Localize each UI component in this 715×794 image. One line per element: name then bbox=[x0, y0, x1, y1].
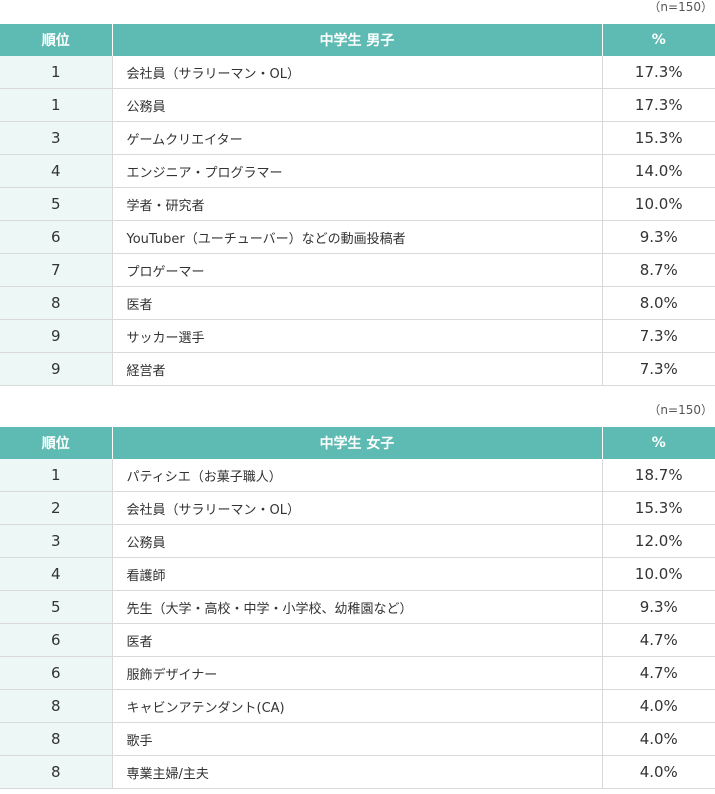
table-header-row: 順位 中学生 男子 % bbox=[0, 24, 715, 56]
rank-cell: 1 bbox=[0, 88, 113, 122]
percent-cell: 15.3% bbox=[602, 121, 715, 155]
job-cell: サッカー選手 bbox=[112, 319, 603, 353]
boys-table-body: 1 会社員（サラリーマン・OL） 17.3% 1 公務員 17.3% 3 ゲームクリエイター 1… bbox=[0, 56, 715, 386]
job-cell: 専業主婦/主夫 bbox=[112, 755, 603, 789]
rank-cell: 4 bbox=[0, 154, 113, 188]
job-cell: 服飾デザイナー bbox=[112, 656, 603, 690]
table-header-row: 順位 中学生 女子 % bbox=[0, 427, 715, 459]
rank-cell: 6 bbox=[0, 623, 113, 657]
table-row: 8 専業主婦/主夫 4.0% bbox=[0, 755, 715, 789]
group-column-header: 中学生 男子 bbox=[112, 24, 603, 56]
rank-column-header: 順位 bbox=[0, 24, 113, 56]
girls-ranking-table: 順位 中学生 女子 % 1 パティシエ（お菓子職人） 18.7% 2 会社員（サラリーマ… bbox=[0, 427, 715, 789]
sample-size-note: （n=150） bbox=[648, 0, 713, 14]
table-row: 4 エンジニア・プログラマー 14.0% bbox=[0, 154, 715, 188]
table-row: 1 会社員（サラリーマン・OL） 17.3% bbox=[0, 56, 715, 89]
percent-cell: 14.0% bbox=[602, 154, 715, 188]
boys-ranking-section: （n=150） 順位 中学生 男子 % 1 会社員（サラリーマン・OL） 17.3%… bbox=[0, 0, 715, 386]
job-cell: 会社員（サラリーマン・OL） bbox=[112, 491, 603, 525]
rank-cell: 8 bbox=[0, 689, 113, 723]
job-cell: 経営者 bbox=[112, 352, 603, 386]
job-cell: 先生（大学・高校・中学・小学校、幼稚園など） bbox=[112, 590, 603, 624]
percent-cell: 10.0% bbox=[602, 187, 715, 221]
percent-cell: 10.0% bbox=[602, 557, 715, 591]
job-cell: 公務員 bbox=[112, 88, 603, 122]
table-row: 6 服飾デザイナー 4.7% bbox=[0, 656, 715, 690]
table-row: 6 医者 4.7% bbox=[0, 623, 715, 657]
percent-cell: 4.0% bbox=[602, 722, 715, 756]
percent-cell: 4.0% bbox=[602, 689, 715, 723]
job-cell: YouTuber（ユーチューバー）などの動画投稿者 bbox=[112, 220, 603, 254]
table-row: 5 学者・研究者 10.0% bbox=[0, 187, 715, 221]
rank-cell: 2 bbox=[0, 491, 113, 525]
percent-cell: 7.3% bbox=[602, 319, 715, 353]
job-cell: 歌手 bbox=[112, 722, 603, 756]
percent-cell: 8.0% bbox=[602, 286, 715, 320]
table-row: 7 プロゲーマー 8.7% bbox=[0, 253, 715, 287]
job-cell: エンジニア・プログラマー bbox=[112, 154, 603, 188]
rank-cell: 9 bbox=[0, 352, 113, 386]
rank-cell: 5 bbox=[0, 590, 113, 624]
rank-cell: 7 bbox=[0, 253, 113, 287]
girls-table-body: 1 パティシエ（お菓子職人） 18.7% 2 会社員（サラリーマン・OL） 15.3% 3 公… bbox=[0, 459, 715, 789]
rank-cell: 8 bbox=[0, 755, 113, 789]
percent-column-header: % bbox=[602, 427, 715, 459]
percent-cell: 12.0% bbox=[602, 524, 715, 558]
table-row: 8 歌手 4.0% bbox=[0, 722, 715, 756]
percent-cell: 18.7% bbox=[602, 459, 715, 492]
table-row: 8 キャビンアテンダント(CA) 4.0% bbox=[0, 689, 715, 723]
job-cell: 医者 bbox=[112, 286, 603, 320]
percent-column-header: % bbox=[602, 24, 715, 56]
job-cell: キャビンアテンダント(CA) bbox=[112, 689, 603, 723]
job-cell: 学者・研究者 bbox=[112, 187, 603, 221]
rank-cell: 9 bbox=[0, 319, 113, 353]
rank-cell: 5 bbox=[0, 187, 113, 221]
percent-cell: 9.3% bbox=[602, 220, 715, 254]
rank-cell: 6 bbox=[0, 656, 113, 690]
job-cell: プロゲーマー bbox=[112, 253, 603, 287]
girls-ranking-section: （n=150） 順位 中学生 女子 % 1 パティシエ（お菓子職人） 18.7% 2 会… bbox=[0, 403, 715, 789]
rank-column-header: 順位 bbox=[0, 427, 113, 459]
table-row: 4 看護師 10.0% bbox=[0, 557, 715, 591]
job-cell: 会社員（サラリーマン・OL） bbox=[112, 56, 603, 89]
sample-size-note: （n=150） bbox=[648, 403, 713, 417]
percent-cell: 15.3% bbox=[602, 491, 715, 525]
rank-cell: 3 bbox=[0, 121, 113, 155]
job-cell: 看護師 bbox=[112, 557, 603, 591]
percent-cell: 8.7% bbox=[602, 253, 715, 287]
percent-cell: 4.7% bbox=[602, 656, 715, 690]
percent-cell: 17.3% bbox=[602, 56, 715, 89]
table-row: 3 ゲームクリエイター 15.3% bbox=[0, 121, 715, 155]
table-row: 3 公務員 12.0% bbox=[0, 524, 715, 558]
table-row: 9 サッカー選手 7.3% bbox=[0, 319, 715, 353]
table-row: 2 会社員（サラリーマン・OL） 15.3% bbox=[0, 491, 715, 525]
table-row: 1 公務員 17.3% bbox=[0, 88, 715, 122]
rank-cell: 6 bbox=[0, 220, 113, 254]
percent-cell: 4.7% bbox=[602, 623, 715, 657]
rank-cell: 3 bbox=[0, 524, 113, 558]
table-row: 9 経営者 7.3% bbox=[0, 352, 715, 386]
rank-cell: 4 bbox=[0, 557, 113, 591]
job-cell: 医者 bbox=[112, 623, 603, 657]
table-row: 5 先生（大学・高校・中学・小学校、幼稚園など） 9.3% bbox=[0, 590, 715, 624]
group-column-header: 中学生 女子 bbox=[112, 427, 603, 459]
job-cell: ゲームクリエイター bbox=[112, 121, 603, 155]
percent-cell: 4.0% bbox=[602, 755, 715, 789]
rank-cell: 8 bbox=[0, 286, 113, 320]
boys-ranking-table: 順位 中学生 男子 % 1 会社員（サラリーマン・OL） 17.3% 1 公務員 17.3… bbox=[0, 24, 715, 386]
rank-cell: 1 bbox=[0, 459, 113, 492]
percent-cell: 17.3% bbox=[602, 88, 715, 122]
table-row: 6 YouTuber（ユーチューバー）などの動画投稿者 9.3% bbox=[0, 220, 715, 254]
rank-cell: 1 bbox=[0, 56, 113, 89]
table-row: 8 医者 8.0% bbox=[0, 286, 715, 320]
job-cell: 公務員 bbox=[112, 524, 603, 558]
percent-cell: 9.3% bbox=[602, 590, 715, 624]
table-row: 1 パティシエ（お菓子職人） 18.7% bbox=[0, 459, 715, 492]
job-cell: パティシエ（お菓子職人） bbox=[112, 459, 603, 492]
percent-cell: 7.3% bbox=[602, 352, 715, 386]
rank-cell: 8 bbox=[0, 722, 113, 756]
